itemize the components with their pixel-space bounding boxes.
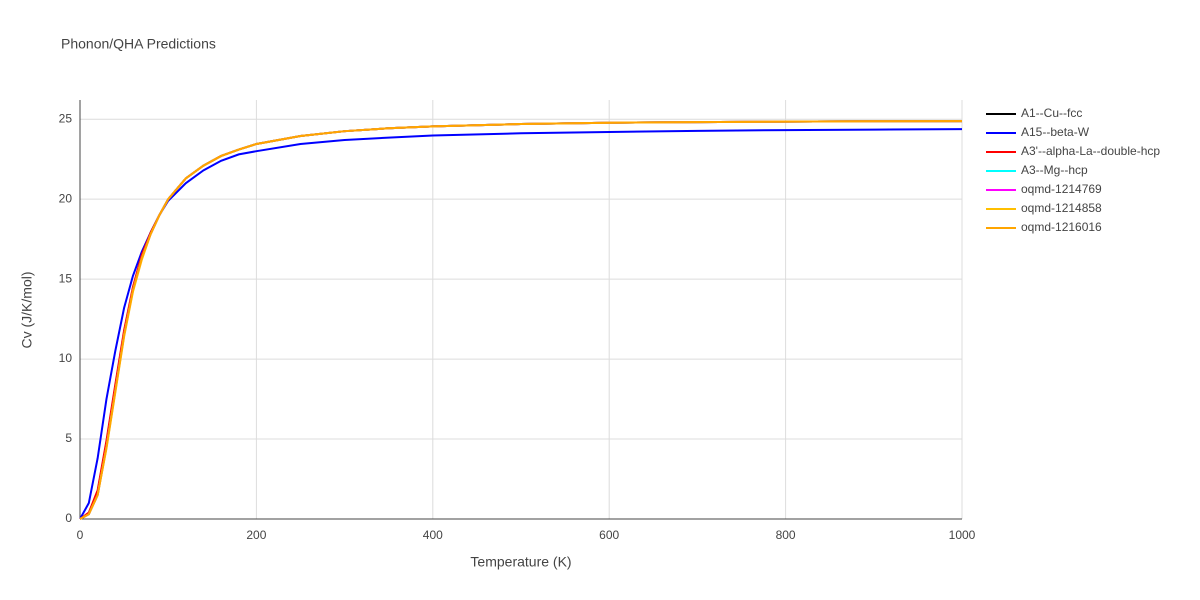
y-tick-label: 0 xyxy=(65,511,72,525)
legend-label: oqmd-1214769 xyxy=(1021,182,1102,196)
y-tick-label: 15 xyxy=(59,271,73,285)
legend-label: A15--beta-W xyxy=(1021,125,1090,139)
legend-label: A3--Mg--hcp xyxy=(1021,163,1088,177)
legend-label: A3'--alpha-La--double-hcp xyxy=(1021,144,1160,158)
y-tick-label: 5 xyxy=(65,431,72,445)
y-tick-label: 25 xyxy=(59,111,73,125)
series-line xyxy=(79,120,963,520)
legend-label: oqmd-1214858 xyxy=(1021,201,1102,215)
x-tick-label: 800 xyxy=(776,528,796,542)
legend-label: oqmd-1216016 xyxy=(1021,220,1102,234)
y-tick-label: 10 xyxy=(59,351,73,365)
series-line xyxy=(79,120,963,520)
series-line xyxy=(79,120,963,520)
series-line xyxy=(79,128,963,520)
x-tick-label: 600 xyxy=(599,528,619,542)
chart-title: Phonon/QHA Predictions xyxy=(61,36,216,52)
y-axis-title: Cv (J/K/mol) xyxy=(19,272,35,349)
x-tick-label: 400 xyxy=(423,528,443,542)
series-line xyxy=(79,120,963,520)
series-line xyxy=(79,120,963,520)
x-tick-label: 200 xyxy=(246,528,266,542)
x-tick-label: 0 xyxy=(77,528,84,542)
series-line xyxy=(79,120,963,520)
x-tick-label: 1000 xyxy=(949,528,976,542)
x-axis-title: Temperature (K) xyxy=(470,554,571,570)
legend-label: A1--Cu--fcc xyxy=(1021,106,1082,120)
y-tick-label: 20 xyxy=(59,191,73,205)
